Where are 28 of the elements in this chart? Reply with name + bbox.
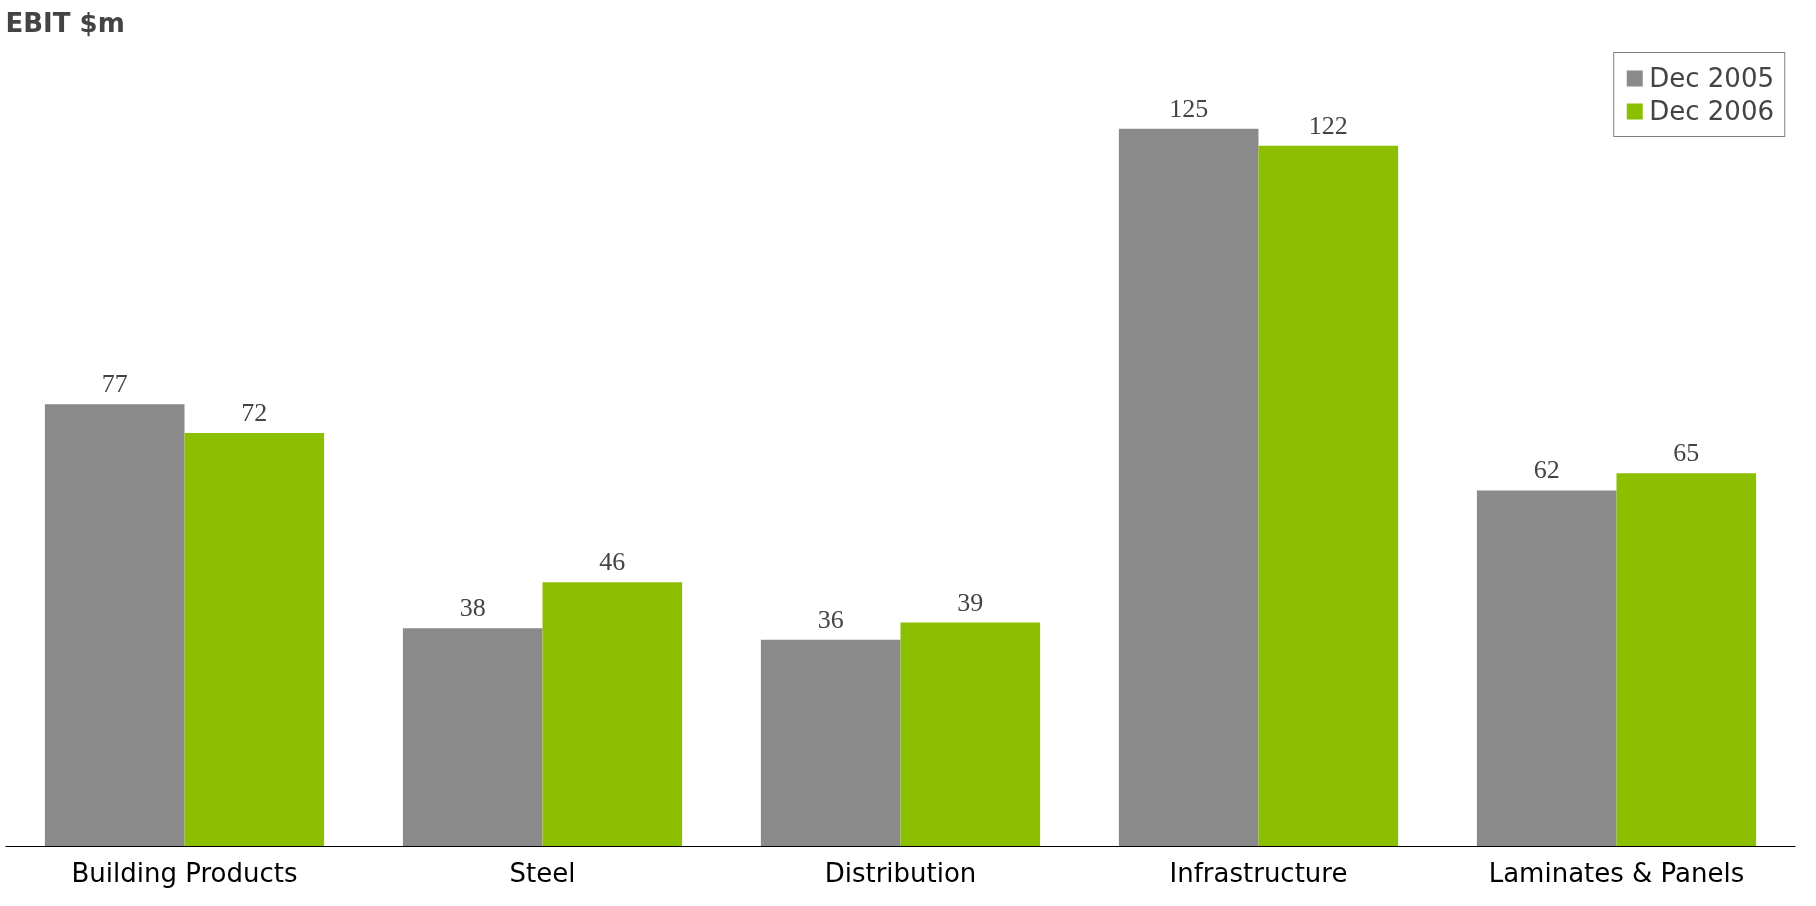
data-label: 39	[957, 587, 984, 617]
x-tick-label: Steel	[509, 857, 576, 888]
data-label: 36	[817, 604, 844, 634]
data-label: 125	[1169, 93, 1209, 123]
x-tick-label: Infrastructure	[1169, 857, 1348, 888]
data-label: 62	[1533, 455, 1560, 485]
bar	[402, 628, 543, 847]
bar	[44, 404, 185, 847]
chart-title: EBIT $m	[5, 7, 125, 38]
bar	[1476, 490, 1617, 847]
x-tick-label: Distribution	[824, 857, 977, 888]
data-label: 122	[1308, 110, 1348, 140]
bar	[1258, 145, 1399, 847]
bar	[184, 433, 325, 847]
legend-label: Dec 2005	[1649, 63, 1774, 93]
bar	[1118, 128, 1259, 847]
legend-label: Dec 2006	[1649, 96, 1774, 126]
data-label: 72	[241, 398, 268, 428]
data-label: 46	[599, 547, 626, 577]
x-tick-label: Building Products	[71, 857, 298, 888]
bar	[760, 639, 901, 847]
bar	[900, 622, 1041, 847]
data-label: 65	[1673, 438, 1700, 468]
bar	[542, 582, 683, 847]
data-label: 77	[101, 369, 128, 399]
bar	[1616, 473, 1757, 847]
x-tick-label: Laminates & Panels	[1488, 857, 1745, 888]
data-label: 38	[459, 593, 486, 623]
